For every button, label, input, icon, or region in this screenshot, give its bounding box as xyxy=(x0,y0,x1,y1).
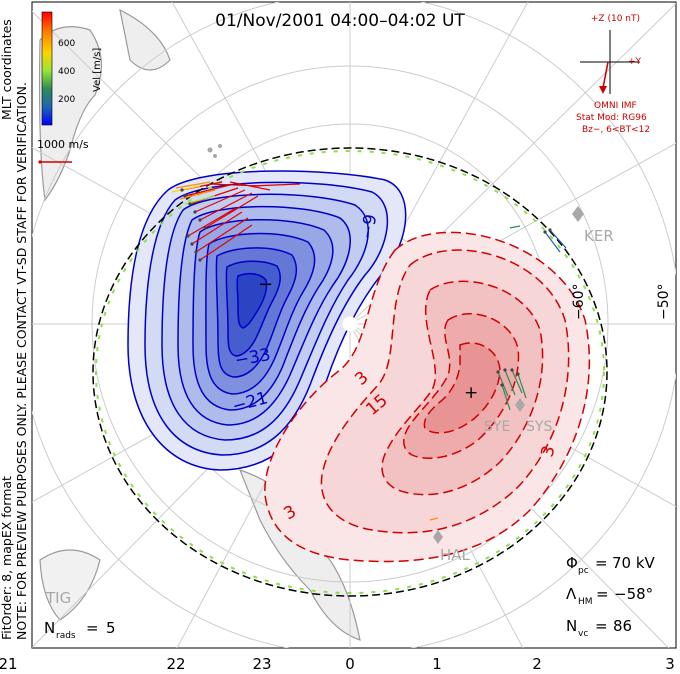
stat-n-rads-value: 5 xyxy=(106,619,116,637)
contour-label-neg-9: −9 xyxy=(357,213,381,241)
contour-label-pos-3c: 3 xyxy=(538,444,560,460)
station-label-sye: SYE xyxy=(484,419,510,435)
vector-origins xyxy=(180,188,552,387)
svg-text:=: = xyxy=(596,585,609,603)
svg-text:pc: pc xyxy=(578,566,589,576)
heppner-maynard-boundary xyxy=(92,147,608,597)
coordinate-system-label: MLT coordinates xyxy=(0,19,14,120)
velocity-colorbar xyxy=(41,11,53,126)
mlt-tick-2: 2 xyxy=(532,655,542,673)
svg-text:HM: HM xyxy=(578,597,593,607)
svg-text:vc: vc xyxy=(578,629,588,639)
stat-phi-pc: Φ pc = 70 kV xyxy=(566,554,656,576)
imf-z-label: +Z (10 nT) xyxy=(591,14,640,24)
svg-text:Λ: Λ xyxy=(566,585,577,603)
svg-text:N: N xyxy=(566,617,577,635)
mlt-tick-1: 1 xyxy=(432,655,442,673)
svg-text:=: = xyxy=(595,617,608,635)
map-title: 01/Nov/2001 04:00–04:02 UT xyxy=(215,11,465,31)
station-label-tig: TIG xyxy=(45,589,71,607)
positive-potential-cell xyxy=(264,231,591,563)
colorbar-label: Vel [m/s] xyxy=(92,48,103,92)
potential-min-marker: − xyxy=(258,274,273,295)
imf-condition-label: Bz−, 6<BT<12 xyxy=(582,125,650,135)
svg-text:=: = xyxy=(86,619,99,637)
mlt-axis: 21 22 23 0 1 2 3 xyxy=(0,655,675,673)
potential-max-marker: + xyxy=(464,383,478,403)
pole-marker xyxy=(342,316,358,332)
stat-lambda-hm-value: −58° xyxy=(614,585,653,603)
stat-n-rads: N rads = 5 xyxy=(44,619,116,641)
stat-phi-pc-value: 70 kV xyxy=(612,554,656,572)
station-markers xyxy=(207,144,584,544)
mlt-tick-21: 21 xyxy=(0,655,18,673)
imf-clock xyxy=(580,30,640,94)
imf-source-label: OMNI IMF xyxy=(594,101,637,111)
station-label-hal: HAL xyxy=(440,546,471,564)
mlt-tick-22: 22 xyxy=(166,655,185,673)
latitude-label-50: −50° xyxy=(656,283,672,320)
scale-vector-origin xyxy=(38,160,42,164)
latitude-label-60: −60° xyxy=(571,283,587,320)
colorbar-tick-200: 200 xyxy=(58,95,75,105)
stat-n-vc: N vc = 86 xyxy=(566,617,632,639)
imf-y-label: +Y xyxy=(628,57,642,67)
stat-lambda-hm: Λ HM = −58° xyxy=(566,585,653,607)
station-label-sys: SYS xyxy=(526,419,552,435)
stat-model-label: Stat Mod: RG96 xyxy=(576,113,647,123)
stat-n-vc-value: 86 xyxy=(613,617,632,635)
preview-note: NOTE: FOR PREVIEW PURPOSES ONLY. PLEASE … xyxy=(14,82,29,640)
svg-text:Φ: Φ xyxy=(566,554,578,572)
station-label-ker: KER xyxy=(584,227,614,245)
svg-text:rads: rads xyxy=(56,631,76,641)
mlt-tick-0: 0 xyxy=(345,655,355,673)
svg-text:=: = xyxy=(595,554,608,572)
mlt-tick-3: 3 xyxy=(665,655,675,673)
hmb-overlay xyxy=(95,150,605,594)
colorbar-tick-600: 600 xyxy=(58,39,75,49)
scale-vector-label: 1000 m/s xyxy=(37,138,89,151)
colorbar-tick-400: 400 xyxy=(58,67,75,77)
fit-order-note: FitOrder: 8, mapEX format xyxy=(0,476,14,640)
mlt-tick-23: 23 xyxy=(252,655,271,673)
svg-text:N: N xyxy=(44,619,55,637)
negative-potential-cell xyxy=(127,170,407,471)
